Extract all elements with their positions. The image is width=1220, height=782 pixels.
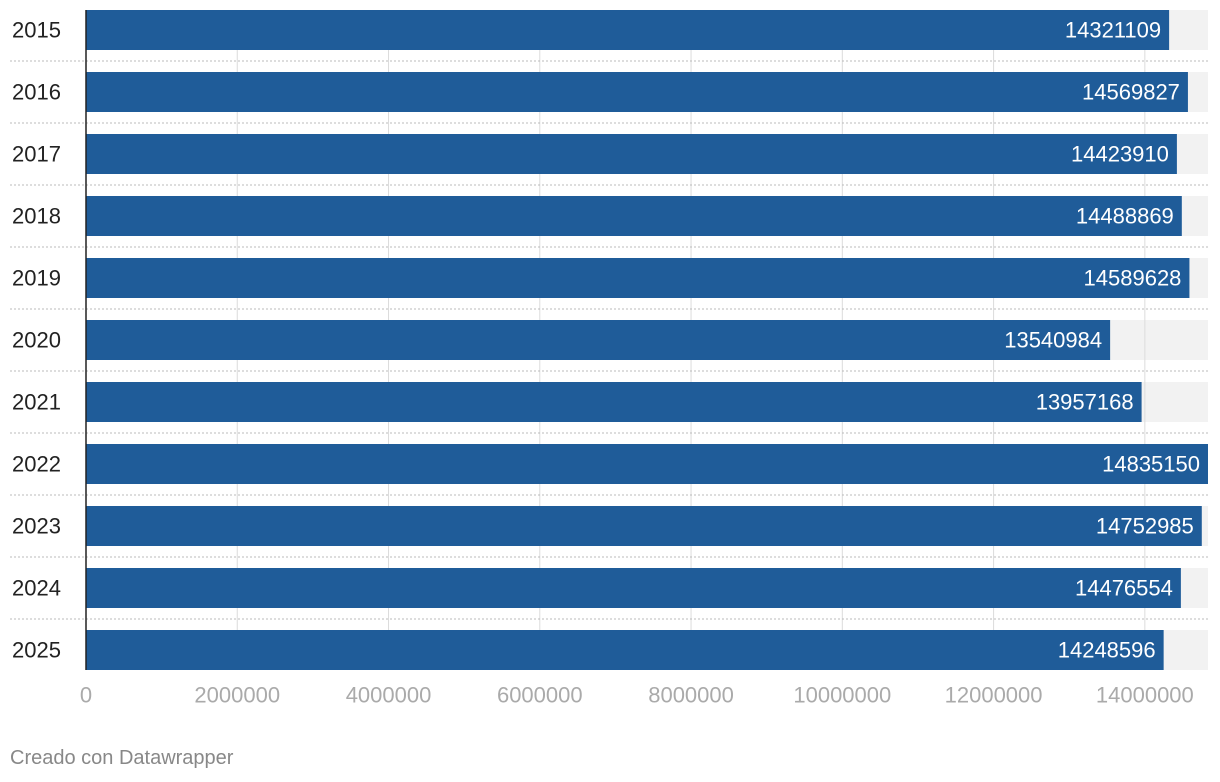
y-tick-label: 2021 xyxy=(12,390,61,415)
bar xyxy=(86,258,1190,298)
bar xyxy=(86,506,1202,546)
x-tick-label: 14000000 xyxy=(1096,683,1194,708)
value-label: 14248596 xyxy=(1058,638,1156,663)
y-tick-label: 2022 xyxy=(12,452,61,477)
x-tick-label: 2000000 xyxy=(194,683,280,708)
y-tick-label: 2016 xyxy=(12,80,61,105)
bar xyxy=(86,134,1177,174)
value-label: 14835150 xyxy=(1102,452,1200,477)
y-tick-label: 2017 xyxy=(12,142,61,167)
bar xyxy=(86,382,1142,422)
y-tick-label: 2024 xyxy=(12,576,61,601)
x-tick-label: 0 xyxy=(80,683,92,708)
x-tick-label: 4000000 xyxy=(346,683,432,708)
value-label: 14423910 xyxy=(1071,142,1169,167)
y-tick-label: 2020 xyxy=(12,328,61,353)
x-tick-label: 8000000 xyxy=(648,683,734,708)
y-tick-label: 2015 xyxy=(12,18,61,43)
y-tick-label: 2023 xyxy=(12,514,61,539)
bar xyxy=(86,568,1181,608)
bar xyxy=(86,630,1164,670)
bar xyxy=(86,444,1208,484)
y-tick-label: 2019 xyxy=(12,266,61,291)
x-tick-label: 12000000 xyxy=(945,683,1043,708)
x-tick-label: 6000000 xyxy=(497,683,583,708)
bar xyxy=(86,72,1188,112)
value-label: 14321109 xyxy=(1065,18,1161,43)
value-label: 14488869 xyxy=(1076,204,1174,229)
bar xyxy=(86,196,1182,236)
value-label: 14752985 xyxy=(1096,514,1194,539)
y-tick-label: 2025 xyxy=(12,638,61,663)
bar xyxy=(86,320,1111,360)
value-label: 14569827 xyxy=(1082,80,1180,105)
value-label: 14589628 xyxy=(1084,266,1182,291)
x-tick-label: 10000000 xyxy=(793,683,891,708)
value-label: 14476554 xyxy=(1075,576,1173,601)
value-label: 13540984 xyxy=(1004,328,1102,353)
value-label: 13957168 xyxy=(1036,390,1134,415)
credit: Creado con Datawrapper xyxy=(10,747,234,769)
bar xyxy=(86,10,1170,50)
y-tick-label: 2018 xyxy=(12,204,61,229)
